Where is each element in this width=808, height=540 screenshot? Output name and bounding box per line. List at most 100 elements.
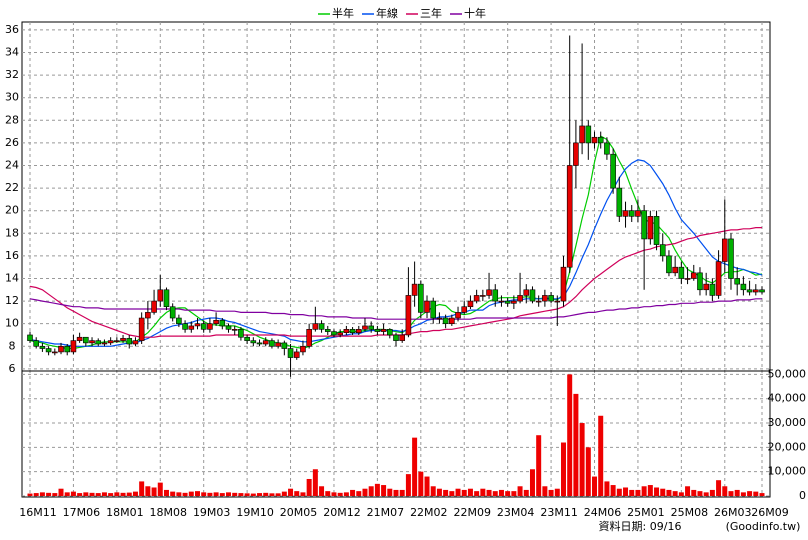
candle-body bbox=[76, 336, 83, 341]
candle-body bbox=[560, 266, 567, 302]
candle-body bbox=[740, 283, 747, 291]
volume-bar bbox=[592, 476, 598, 496]
x-tick-label: 26M09 bbox=[751, 506, 789, 519]
candle-body bbox=[752, 289, 759, 293]
candle-body bbox=[715, 261, 722, 296]
volume-bar bbox=[455, 488, 461, 496]
candle-body bbox=[492, 289, 499, 302]
volume-bar bbox=[70, 491, 76, 496]
volume-bar bbox=[139, 481, 145, 496]
volume-bar bbox=[616, 488, 622, 496]
volume-bar bbox=[604, 481, 610, 496]
candle-body bbox=[219, 319, 226, 327]
candle-body bbox=[362, 325, 368, 330]
volume-bar bbox=[623, 487, 629, 496]
x-tick-label: 25M01 bbox=[627, 506, 665, 519]
volume-bar bbox=[660, 488, 666, 496]
volume-bar bbox=[480, 488, 486, 496]
volume-bar bbox=[194, 491, 200, 496]
volume-bar bbox=[573, 393, 579, 496]
legend-label: 年線 bbox=[376, 6, 398, 20]
candle-body bbox=[312, 323, 319, 330]
volume-bar bbox=[728, 491, 734, 496]
candle-body bbox=[52, 351, 58, 354]
candle-body bbox=[697, 272, 703, 291]
volume-bar bbox=[132, 491, 138, 496]
candle-body bbox=[424, 300, 430, 313]
y-tick-label: 30 bbox=[5, 91, 19, 104]
volume-bar bbox=[492, 491, 498, 496]
candle-body bbox=[83, 336, 89, 344]
candle-body bbox=[641, 210, 647, 240]
volume-bar bbox=[740, 492, 746, 496]
candle-body bbox=[169, 306, 176, 319]
volume-bar bbox=[281, 491, 287, 496]
candle-body bbox=[349, 329, 356, 334]
candle-body bbox=[449, 317, 455, 324]
volume-bar bbox=[151, 487, 157, 496]
candle-body bbox=[455, 312, 461, 319]
candle-body bbox=[213, 319, 219, 324]
candle-body bbox=[95, 340, 102, 345]
candle-body bbox=[405, 295, 412, 336]
volume-bar bbox=[635, 489, 641, 496]
candle-body bbox=[430, 300, 437, 319]
candle-body bbox=[467, 300, 474, 308]
volume-bar bbox=[126, 492, 132, 496]
volume-bar bbox=[536, 435, 542, 496]
candle-body bbox=[666, 255, 672, 274]
volume-bar bbox=[312, 469, 318, 496]
candle-body bbox=[244, 336, 250, 341]
x-tick-label: 20M12 bbox=[323, 506, 361, 519]
volume-bar bbox=[678, 492, 684, 496]
candle-body bbox=[604, 142, 610, 155]
candle-body bbox=[163, 289, 170, 308]
candle-body bbox=[517, 295, 523, 302]
volume-bar bbox=[362, 488, 368, 496]
x-tick-label: 18M01 bbox=[106, 506, 144, 519]
y-tick-label: 6 bbox=[9, 362, 16, 375]
volume-bar bbox=[709, 489, 715, 496]
volume-bar bbox=[145, 486, 151, 496]
volume-bar bbox=[176, 492, 182, 496]
volume-bar bbox=[641, 486, 647, 496]
volume-bar bbox=[610, 485, 616, 496]
candle-body bbox=[225, 325, 232, 330]
candle-body bbox=[145, 312, 151, 319]
volume-bar bbox=[83, 492, 89, 496]
candle-body bbox=[554, 300, 561, 303]
candle-body bbox=[418, 283, 424, 313]
volume-bar bbox=[523, 489, 529, 496]
volume-bar bbox=[747, 491, 753, 496]
volume-bar bbox=[238, 493, 244, 496]
y-tick-label: 8 bbox=[9, 339, 16, 352]
volume-bar bbox=[288, 488, 294, 496]
candle-body bbox=[250, 340, 257, 344]
candle-body bbox=[628, 210, 635, 217]
x-tick-label: 24M06 bbox=[584, 506, 622, 519]
volume-bar bbox=[399, 489, 405, 496]
volume-bar bbox=[685, 486, 691, 496]
volume-bar bbox=[52, 493, 58, 496]
candle-body bbox=[281, 342, 288, 349]
candle-body bbox=[616, 187, 623, 217]
y-tick-label: 14 bbox=[5, 271, 19, 284]
volume-bar bbox=[114, 492, 120, 496]
candle-body bbox=[238, 329, 244, 338]
candle-body bbox=[355, 329, 362, 334]
candle-body bbox=[33, 340, 40, 347]
candle-body bbox=[306, 329, 312, 347]
volume-bar bbox=[356, 491, 362, 496]
volume-bar bbox=[567, 374, 573, 496]
x-tick-label: 17M06 bbox=[63, 506, 101, 519]
candle-body bbox=[721, 238, 728, 262]
volume-bar bbox=[753, 491, 759, 496]
volume-bar bbox=[157, 482, 163, 496]
x-tick-label: 18M08 bbox=[150, 506, 188, 519]
y-tick-label: 20 bbox=[5, 204, 19, 217]
candle-body bbox=[231, 329, 238, 331]
volume-bar bbox=[467, 488, 473, 496]
volume-bar bbox=[300, 492, 306, 496]
x-tick-label: 22M09 bbox=[453, 506, 491, 519]
candle-body bbox=[585, 125, 592, 144]
